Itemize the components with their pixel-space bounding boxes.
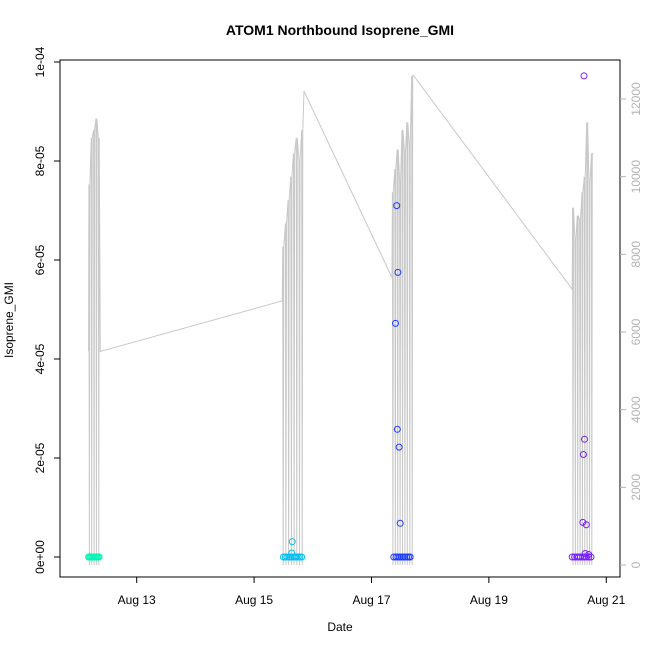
x-tick-label: Aug 21 [587,593,625,607]
x-tick-label: Aug 19 [470,593,508,607]
data-point [580,72,588,80]
data-point [582,521,590,529]
data-points-layer [85,72,595,561]
x-tick-label: Aug 17 [352,593,390,607]
data-point [585,553,593,561]
y-tick-label: 8e-05 [33,145,47,176]
altitude-trace-line [88,75,594,566]
x-axis: Aug 13 Aug 15 Aug 17 Aug 19 Aug 21 [118,577,626,607]
y2-tick-label: 12000 [629,82,643,116]
data-point [288,549,296,557]
data-point [396,519,404,527]
data-point [395,443,403,451]
data-point [392,319,399,327]
data-point [585,551,593,558]
y-tick-label: 1e-04 [33,46,47,77]
data-point [579,451,587,458]
x-tick-label: Aug 13 [118,593,156,607]
chart-title: ATOM1 Northbound Isoprene_GMI [226,22,454,38]
data-point [393,202,401,210]
y2-tick-label: 8000 [629,241,643,268]
data-point [283,553,291,561]
y-tick-label: 6e-05 [33,244,47,275]
data-point [393,425,401,433]
y2-tick-label: 4000 [629,396,643,423]
y2-tick-label: 6000 [629,318,643,345]
y-tick-label: 0e+00 [33,540,47,574]
y-tick-label: 4e-05 [33,343,47,374]
secondary-y-axis: 0 2000 4000 6000 8000 10000 12000 [620,82,643,568]
data-point [95,553,103,561]
y2-tick-label: 0 [629,561,643,568]
data-point [298,553,306,561]
x-axis-label: Date [327,620,353,634]
data-point [579,518,587,526]
data-point [288,538,296,546]
y-tick-label: 2e-05 [33,442,47,473]
data-point [581,435,588,443]
altitude-trace-layer [88,75,594,566]
y2-tick-label: 10000 [629,160,643,194]
plot-frame [59,59,621,578]
y-axis: 0e+00 2e-05 4e-05 6e-05 8e-05 1e-04 [33,46,60,574]
data-point [581,550,589,557]
data-point [394,268,402,276]
x-tick-label: Aug 15 [235,593,273,607]
y-axis-label: Isoprene_GMI [2,282,16,358]
y2-tick-label: 2000 [629,474,643,501]
data-point [406,553,414,561]
